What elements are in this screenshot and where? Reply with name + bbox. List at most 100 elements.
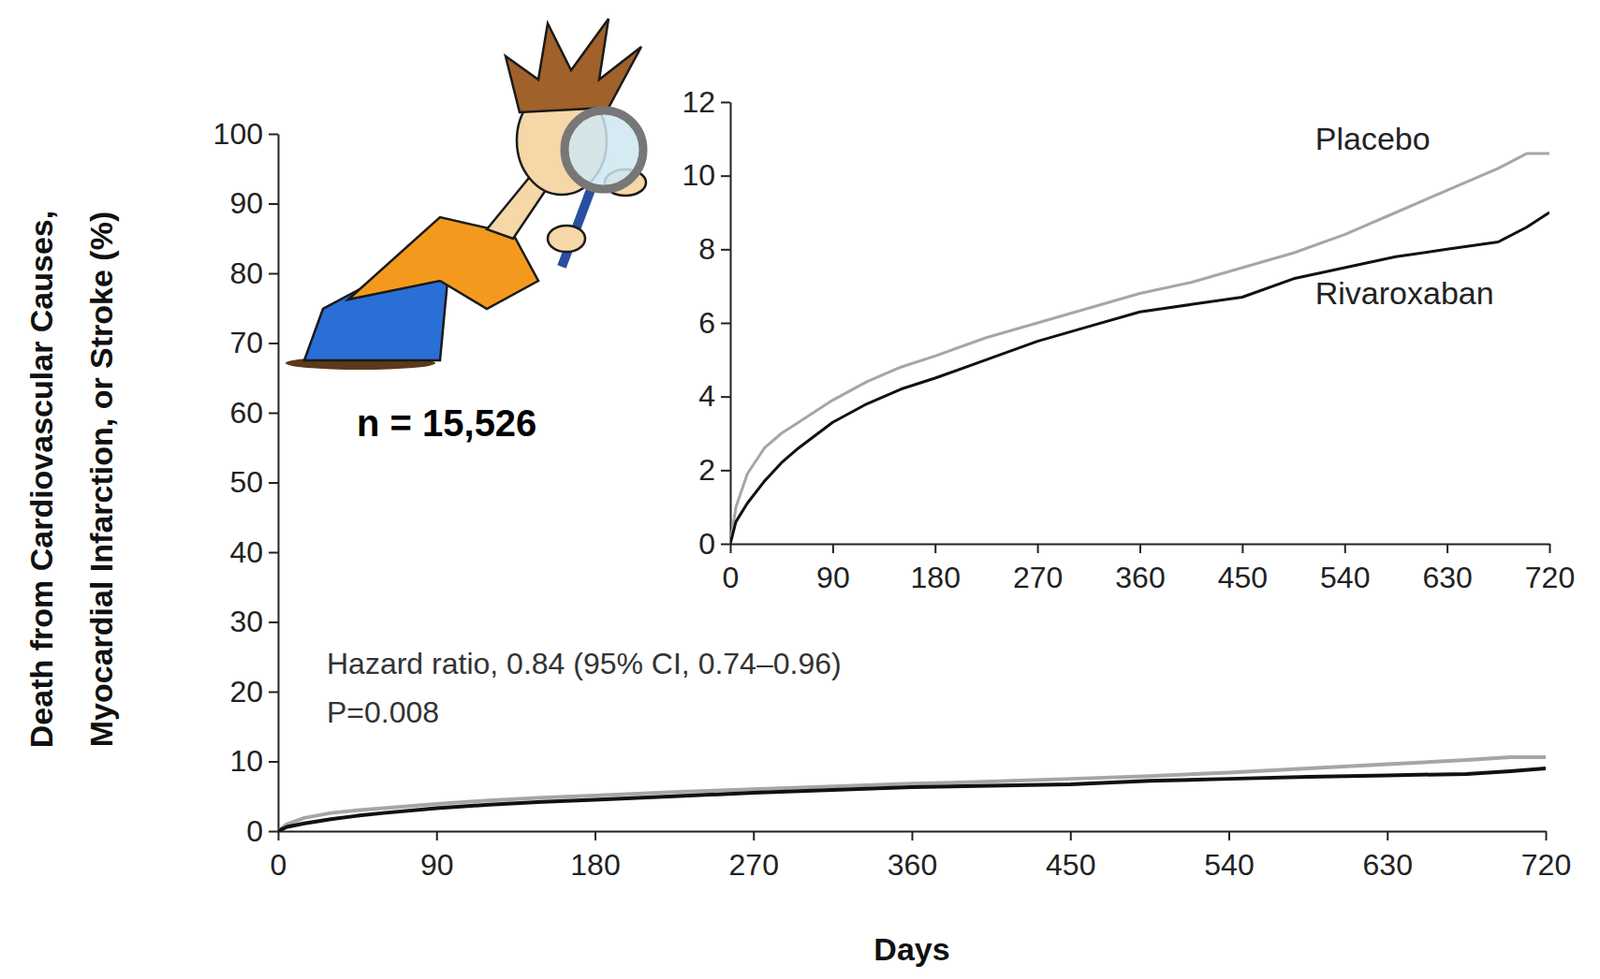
y-tick-label: 4 (698, 379, 716, 413)
y-tick-label: 40 (229, 535, 264, 570)
x-tick: 180 (570, 831, 620, 882)
x-tick: 540 (1203, 831, 1254, 882)
y-tick: 0 (246, 814, 279, 849)
series-label: Rivaroxaban (1315, 275, 1495, 311)
y-tick-mark (720, 102, 731, 104)
x-tick: 0 (270, 831, 288, 882)
x-tick-mark (1070, 831, 1072, 841)
y-tick: 2 (698, 453, 731, 487)
cartoon (285, 18, 646, 370)
y-tick: 6 (698, 306, 731, 340)
x-tick-mark (1241, 543, 1244, 554)
y-tick-mark (268, 412, 279, 415)
y-tick-mark (268, 203, 279, 206)
series-label: Placebo (1315, 120, 1431, 157)
x-tick-label: 90 (420, 848, 455, 882)
y-tick-label: 50 (229, 465, 264, 500)
x-tick-label: 360 (887, 848, 938, 882)
x-tick-label: 540 (1320, 560, 1370, 595)
x-tick-label: 360 (1115, 560, 1165, 595)
x-tick-mark (1037, 543, 1040, 554)
chart-0: 0901802703604505406307200102030405060708… (23, 117, 1571, 968)
x-tick-label: 450 (1218, 560, 1268, 595)
y-tick: 50 (229, 465, 279, 500)
x-axis-title: Days (873, 931, 950, 968)
y-tick-label: 90 (229, 186, 264, 221)
y-tick: 12 (681, 85, 731, 119)
x-tick-label: 540 (1203, 848, 1254, 882)
y-tick-mark (268, 273, 279, 276)
y-tick-label: 10 (229, 744, 264, 778)
y-tick-mark (268, 552, 279, 555)
x-axis: 0 90 180 270 360 450 540 630 720 (270, 831, 1572, 882)
x-tick-label: 450 (1045, 848, 1096, 882)
x-tick-mark (594, 831, 597, 841)
x-tick-label: 0 (722, 560, 740, 595)
y-tick-mark (268, 133, 279, 136)
y-tick: 90 (229, 186, 279, 221)
y-tick-label: 12 (681, 85, 716, 119)
series-line (730, 153, 1550, 544)
x-tick-label: 720 (1521, 848, 1571, 882)
y-tick-mark (268, 831, 279, 834)
x-tick: 450 (1045, 831, 1096, 882)
x-tick: 270 (729, 831, 779, 882)
y-tick: 10 (229, 744, 279, 778)
cartoon-hair (505, 18, 642, 113)
y-tick-label: 0 (246, 814, 264, 849)
x-tick-mark (1549, 543, 1552, 554)
x-tick: 0 (722, 543, 740, 595)
x-tick-mark (1344, 543, 1347, 554)
x-tick-label: 270 (1012, 560, 1063, 595)
x-tick-label: 630 (1363, 848, 1413, 882)
y-axis: 0 2 4 6 8 10 12 (681, 85, 731, 561)
x-tick: 720 (1525, 543, 1575, 595)
y-tick-mark (268, 621, 279, 624)
plot-area (278, 757, 1546, 832)
x-tick-label: 630 (1422, 560, 1472, 595)
cartoon-hand (547, 225, 586, 252)
y-tick-label: 100 (213, 117, 264, 151)
chart-1: 0 90 180 270 360 450 540 630 720 0 2 4 6 8 10 12 Placebo… (681, 85, 1575, 595)
x-tick-label: 270 (729, 848, 779, 882)
y-tick: 80 (229, 256, 279, 291)
y-axis-title-line: Death from Cardiovascular Causes, (23, 210, 59, 749)
x-tick-label: 720 (1525, 560, 1575, 595)
y-tick-mark (720, 396, 731, 398)
x-tick-mark (911, 831, 914, 841)
annotation: P=0.008 (326, 695, 440, 730)
x-tick: 630 (1363, 831, 1413, 882)
y-tick-mark (720, 543, 731, 546)
x-tick: 720 (1521, 831, 1571, 882)
y-tick-label: 10 (681, 158, 716, 192)
x-tick-label: 180 (570, 848, 620, 882)
x-tick-mark (1228, 831, 1231, 841)
annotation: n = 15,526 (356, 402, 537, 444)
x-tick: 450 (1218, 543, 1268, 595)
annotation: Hazard ratio, 0.84 (95% CI, 0.74–0.96) (326, 646, 842, 681)
x-tick-mark (1446, 543, 1449, 554)
y-tick-mark (720, 322, 731, 325)
y-tick-label: 6 (698, 306, 716, 340)
x-tick-mark (752, 831, 755, 841)
y-tick-mark (268, 691, 279, 694)
y-axis: 0102030405060708090100 (213, 117, 279, 849)
x-axis: 0 90 180 270 360 450 540 630 720 (722, 543, 1576, 595)
x-tick: 360 (1115, 543, 1165, 595)
x-tick-label: 90 (816, 560, 851, 595)
series-line (730, 212, 1550, 544)
y-tick: 60 (229, 396, 279, 430)
x-tick: 270 (1012, 543, 1063, 595)
y-tick: 100 (213, 117, 279, 151)
y-tick: 30 (229, 604, 279, 639)
x-tick-label: 0 (270, 848, 288, 882)
y-tick: 8 (698, 232, 731, 266)
x-tick-mark (436, 831, 439, 841)
cartoon-lens (564, 110, 644, 190)
x-tick-mark (832, 543, 835, 554)
x-tick: 630 (1422, 543, 1472, 595)
x-tick-label: 180 (910, 560, 961, 595)
y-tick-mark (268, 482, 279, 485)
y-tick-label: 2 (698, 453, 716, 487)
y-tick-label: 0 (698, 527, 716, 561)
